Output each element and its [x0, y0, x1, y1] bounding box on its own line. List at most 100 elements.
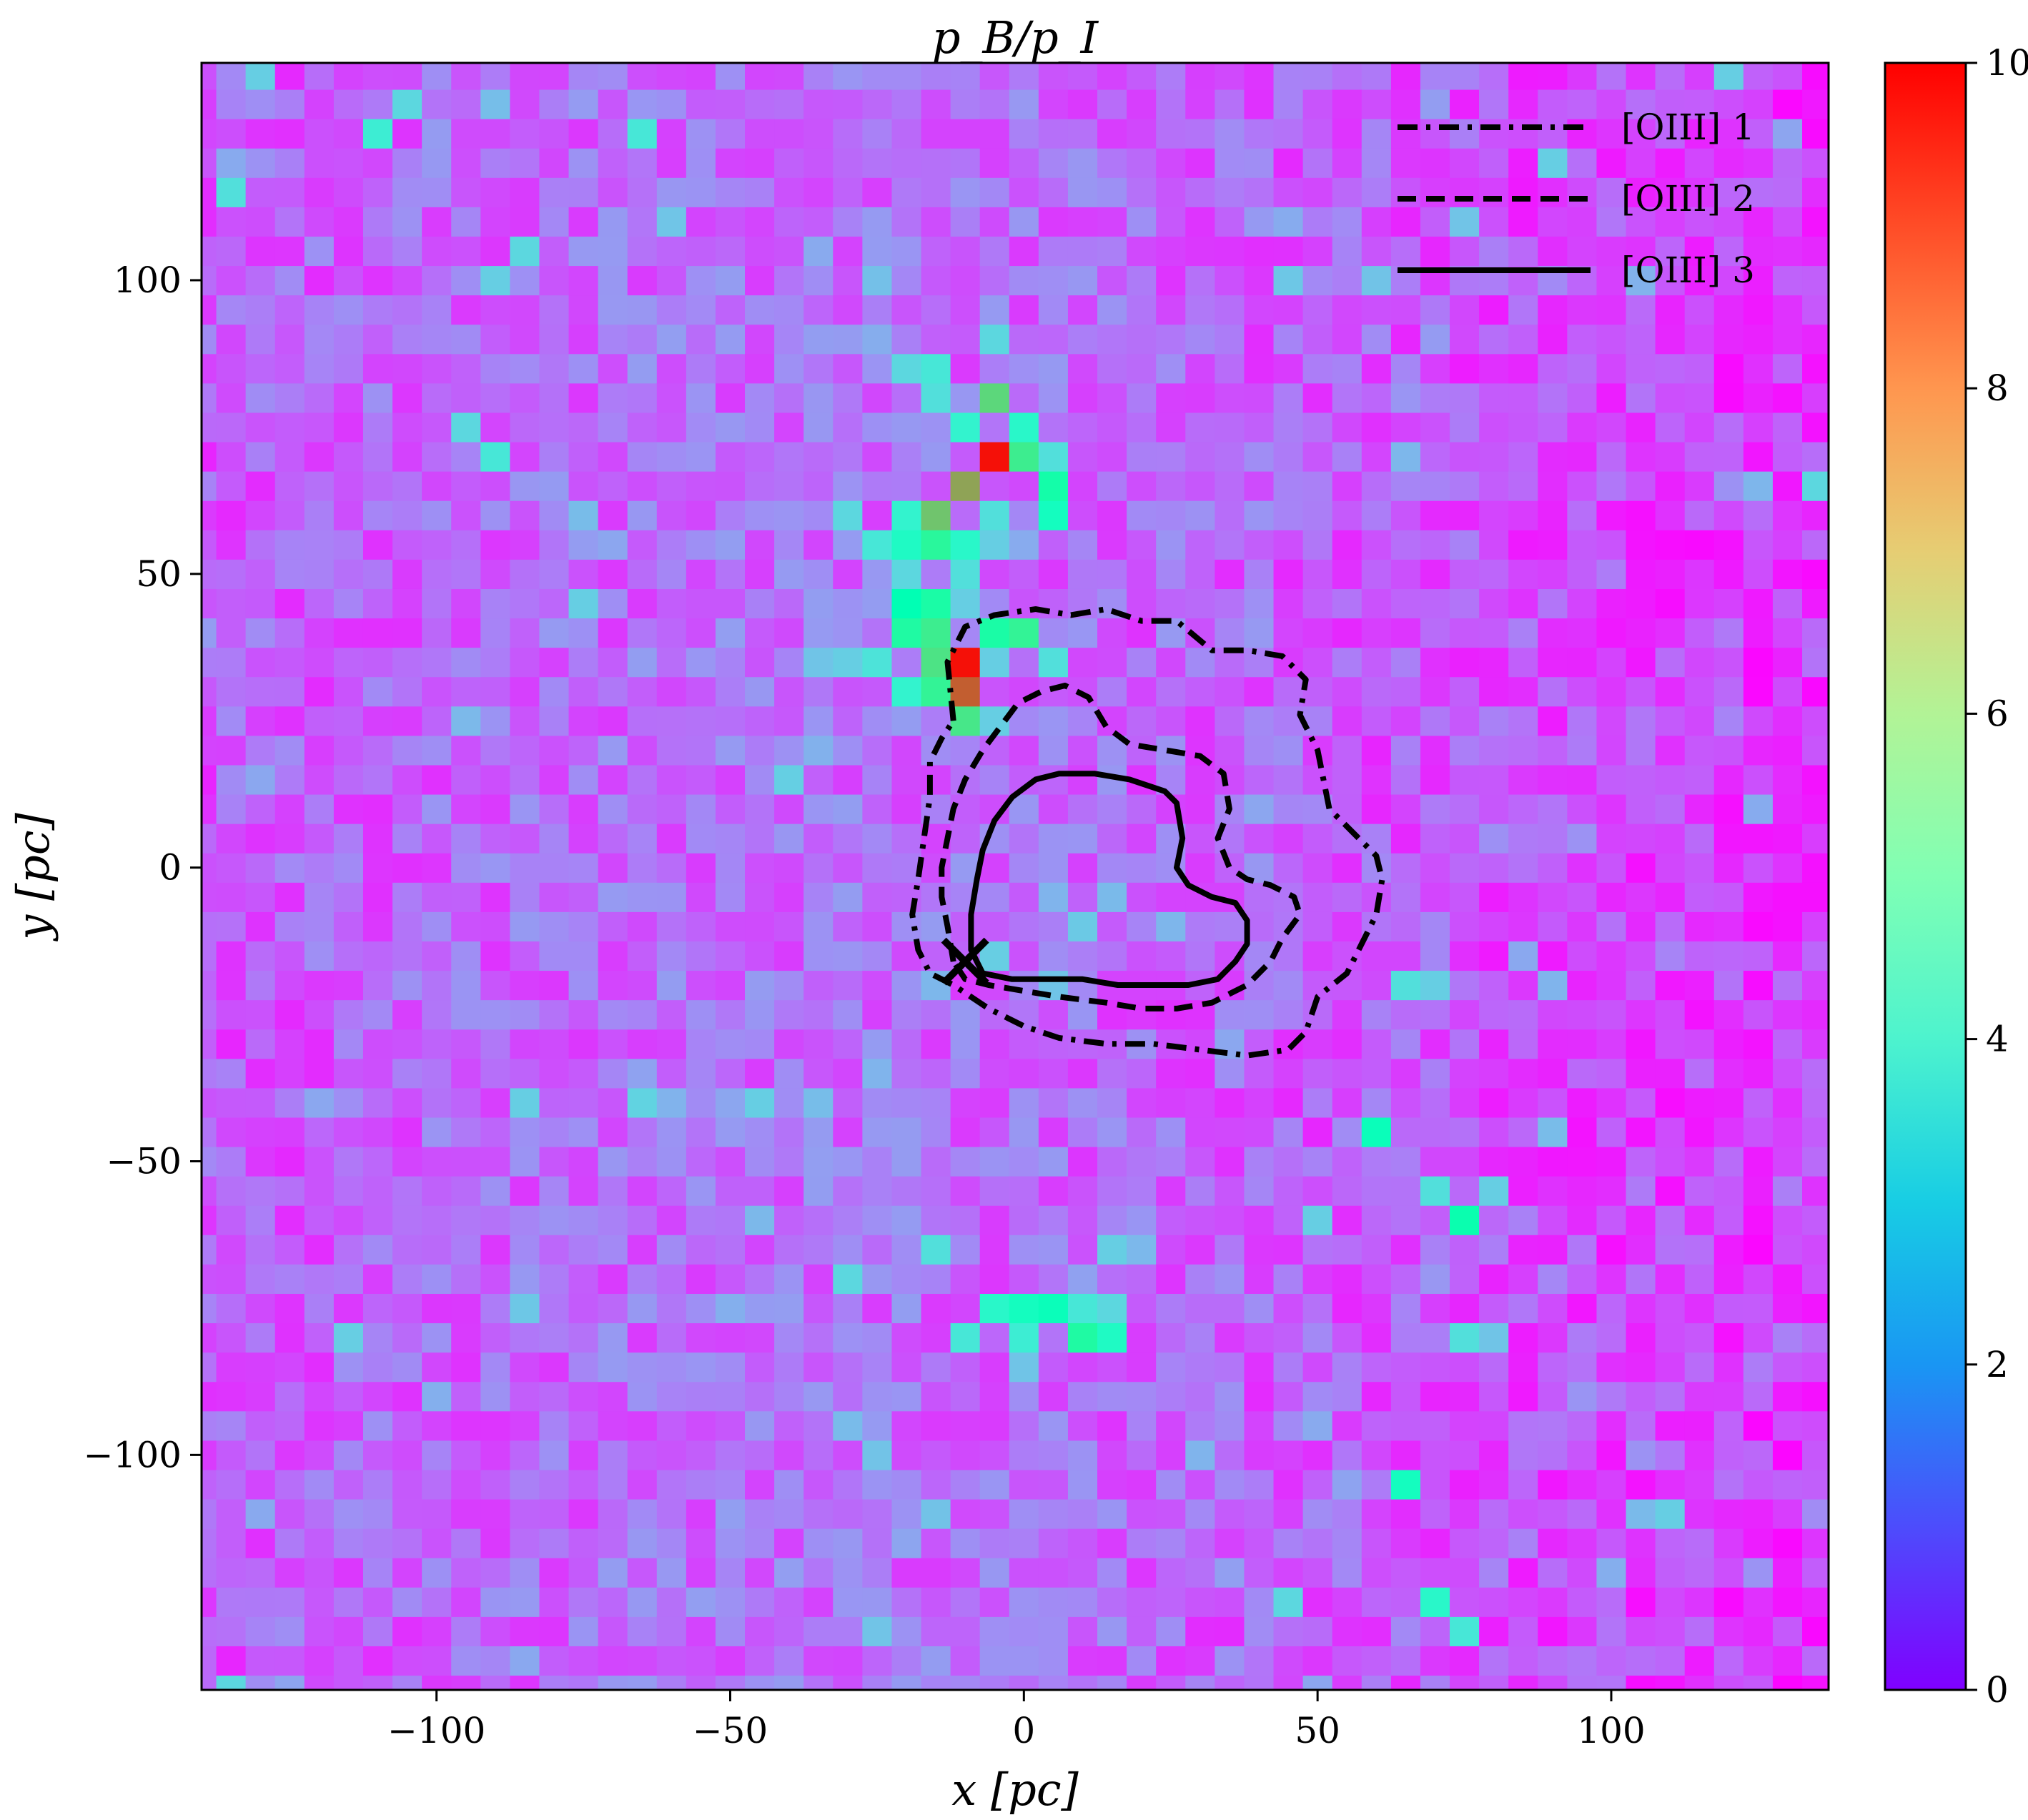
- heatmap-cell: [216, 1117, 247, 1147]
- colorbar-tick-label: 6: [1986, 693, 2009, 734]
- heatmap-cell: [1127, 412, 1157, 442]
- heatmap-cell: [656, 1293, 687, 1324]
- heatmap-cell: [1215, 1498, 1245, 1529]
- heatmap-cell: [627, 63, 658, 90]
- heatmap-cell: [216, 1558, 247, 1588]
- heatmap-cell: [245, 1322, 276, 1353]
- heatmap-cell: [1567, 1646, 1598, 1676]
- heatmap-cell: [1097, 1410, 1127, 1441]
- heatmap-cell: [1596, 735, 1627, 766]
- heatmap-cell: [274, 764, 305, 795]
- heatmap-cell: [1127, 236, 1157, 267]
- heatmap-cell: [1361, 618, 1392, 648]
- heatmap-cell: [1420, 1322, 1450, 1353]
- heatmap-cell: [1802, 1646, 1829, 1676]
- heatmap-cell: [1361, 382, 1392, 413]
- heatmap-cell: [862, 63, 893, 90]
- heatmap-cell: [568, 265, 599, 296]
- heatmap-cell: [1009, 1264, 1039, 1294]
- heatmap-cell: [1302, 1646, 1333, 1676]
- heatmap-cell: [1215, 324, 1245, 355]
- heatmap-cell: [1185, 89, 1215, 119]
- heatmap-cell: [480, 970, 510, 1001]
- heatmap-cell: [1185, 1058, 1215, 1089]
- heatmap-cell: [451, 999, 481, 1030]
- heatmap-cell: [1332, 530, 1362, 560]
- heatmap-cell: [686, 1176, 716, 1206]
- heatmap-cell: [422, 353, 452, 384]
- heatmap-cell: [1743, 1176, 1774, 1206]
- heatmap-cell: [1420, 999, 1450, 1030]
- heatmap-cell: [202, 500, 217, 530]
- heatmap-cell: [686, 1410, 716, 1441]
- heatmap-cell: [891, 265, 922, 296]
- heatmap-cell: [392, 1528, 422, 1558]
- heatmap-cell: [1361, 970, 1392, 1001]
- heatmap-cell: [803, 412, 834, 442]
- heatmap-cell: [1244, 1528, 1275, 1558]
- heatmap-cell: [656, 63, 687, 90]
- heatmap-cell: [715, 1029, 746, 1059]
- heatmap-cell: [1772, 1410, 1803, 1441]
- heatmap-cell: [1185, 119, 1215, 149]
- heatmap-cell: [1390, 911, 1421, 941]
- heatmap-cell: [245, 441, 276, 472]
- heatmap-cell: [274, 1469, 305, 1500]
- x-tick-label: −100: [387, 1710, 485, 1751]
- heatmap-cell: [1713, 1117, 1744, 1147]
- plot-frame: [200, 61, 1830, 1691]
- heatmap-cell: [1479, 911, 1509, 941]
- heatmap-cell: [1244, 119, 1275, 149]
- heatmap-cell: [656, 500, 687, 530]
- heatmap-cell: [274, 324, 305, 355]
- heatmap-cell: [245, 824, 276, 854]
- heatmap-cell: [202, 1029, 217, 1059]
- heatmap-cell: [1743, 970, 1774, 1001]
- heatmap-cell: [1655, 265, 1686, 296]
- heatmap-cell: [1567, 412, 1598, 442]
- heatmap-cell: [1009, 89, 1039, 119]
- heatmap-cell: [1450, 1146, 1480, 1177]
- heatmap-cell: [1772, 119, 1803, 149]
- heatmap-cell: [1538, 1558, 1568, 1588]
- heatmap-cell: [539, 1469, 570, 1500]
- heatmap-cell: [1743, 1675, 1774, 1690]
- heatmap-cell: [1567, 706, 1598, 736]
- heatmap-cell: [1420, 471, 1450, 501]
- heatmap-cell: [862, 1675, 893, 1690]
- heatmap-cell: [627, 236, 658, 267]
- heatmap-cell: [216, 353, 247, 384]
- heatmap-cell: [202, 588, 217, 619]
- heatmap-cell: [686, 824, 716, 854]
- heatmap-cell: [1097, 1587, 1127, 1617]
- heatmap-cell: [862, 706, 893, 736]
- heatmap-cell: [1361, 999, 1392, 1030]
- heatmap-cell: [1215, 119, 1245, 149]
- heatmap-cell: [803, 999, 834, 1030]
- heatmap-cell: [216, 412, 247, 442]
- heatmap-cell: [1479, 236, 1509, 267]
- heatmap-cell: [715, 1352, 746, 1383]
- heatmap-cell: [862, 1528, 893, 1558]
- heatmap-cell: [1127, 1469, 1157, 1500]
- heatmap-cell: [539, 148, 570, 178]
- heatmap-cell: [1567, 970, 1598, 1001]
- heatmap-cell: [304, 1646, 335, 1676]
- heatmap-cell: [216, 1587, 247, 1617]
- heatmap-cell: [1596, 1410, 1627, 1441]
- heatmap-cell: [1273, 1146, 1304, 1177]
- heatmap-cell: [1420, 1176, 1450, 1206]
- heatmap-cell: [568, 1087, 599, 1118]
- heatmap-cell: [274, 119, 305, 149]
- heatmap-cell: [1743, 824, 1774, 854]
- heatmap-cell: [1684, 1410, 1715, 1441]
- heatmap-cell: [274, 265, 305, 296]
- heatmap-cell: [1273, 353, 1304, 384]
- heatmap-cell: [891, 295, 922, 325]
- heatmap-cell: [510, 1117, 540, 1147]
- heatmap-cell: [568, 1235, 599, 1265]
- heatmap-cell: [1156, 1352, 1186, 1383]
- heatmap-cell: [1215, 236, 1245, 267]
- heatmap-cell: [274, 1293, 305, 1324]
- heatmap-cell: [921, 1322, 951, 1353]
